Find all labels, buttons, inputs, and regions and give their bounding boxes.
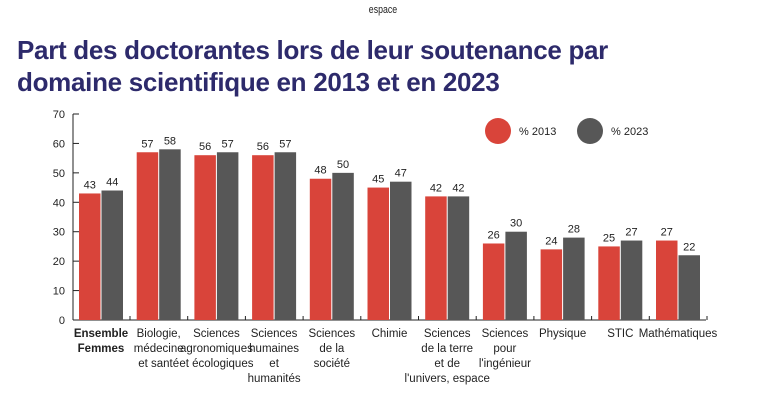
data-label: 27 — [625, 227, 637, 239]
legend-swatch — [577, 118, 603, 144]
bar-2023 — [390, 181, 412, 320]
data-label: 27 — [661, 227, 673, 239]
category-label: Physique — [539, 328, 586, 340]
bar-2013 — [656, 240, 678, 320]
data-label: 28 — [568, 224, 580, 236]
data-label: 58 — [164, 135, 176, 147]
bar-2023 — [332, 172, 354, 320]
data-label: 25 — [603, 232, 615, 244]
data-label: 43 — [84, 179, 96, 191]
bar-2023 — [216, 152, 239, 320]
y-tick-label: 70 — [53, 109, 65, 121]
top-note: espace — [368, 4, 398, 16]
bar-2023 — [274, 152, 297, 320]
category-label: STIC — [607, 328, 633, 340]
data-label: 30 — [510, 218, 522, 230]
data-label: 42 — [452, 182, 464, 194]
bar-2013 — [540, 249, 563, 320]
category-label: Sciences agronomiques et écologiques — [179, 328, 253, 370]
y-tick-label: 20 — [53, 256, 65, 268]
bar-2013 — [79, 193, 101, 320]
bar-2023 — [678, 255, 700, 320]
data-label: 26 — [488, 229, 500, 241]
data-label: 57 — [222, 138, 234, 150]
bar-2013 — [482, 243, 505, 320]
bar-2023 — [563, 237, 585, 320]
data-label: 24 — [545, 235, 557, 247]
category-label: Sciences de la société — [308, 328, 355, 370]
bar-2023 — [620, 240, 643, 320]
bar-2023 — [159, 149, 181, 320]
bar-2023 — [505, 231, 527, 320]
legend-swatch — [485, 118, 511, 144]
category-label: Sciences humaines et humanités — [248, 328, 301, 385]
bar-2013 — [252, 155, 274, 320]
y-tick-label: 60 — [53, 138, 65, 150]
data-label: 45 — [372, 174, 384, 186]
category-label: Biologie, médecine et santé — [134, 328, 184, 370]
y-tick-label: 50 — [53, 168, 65, 180]
data-label: 22 — [683, 241, 695, 253]
category-label: Chimie — [372, 328, 408, 340]
y-tick-label: 0 — [59, 315, 65, 327]
category-label: Ensemble Femmes — [74, 328, 128, 355]
y-tick-label: 30 — [53, 227, 65, 239]
bar-2023 — [447, 196, 470, 320]
legend-label: % 2013 — [519, 126, 556, 138]
category-label: Sciences pour l'ingénieur — [479, 328, 531, 370]
category-label: Mathématiques — [639, 328, 718, 340]
bar-2013 — [598, 246, 620, 320]
bar-2013 — [309, 178, 332, 320]
data-label: 57 — [279, 138, 291, 150]
data-label: 56 — [199, 141, 211, 153]
bar-2013 — [136, 152, 159, 320]
legend-label: % 2023 — [611, 126, 648, 138]
data-label: 50 — [337, 159, 349, 171]
bar-2013 — [194, 155, 216, 320]
data-label: 44 — [106, 177, 118, 189]
data-label: 56 — [257, 141, 269, 153]
category-label: Sciences de la terre et de l'univers, espac… — [405, 328, 490, 385]
bar-2023 — [101, 190, 123, 320]
bar-2013 — [425, 196, 447, 320]
data-label: 57 — [141, 138, 153, 150]
chart-title: Part des doctorantes lors de leur souten… — [17, 35, 609, 97]
data-label: 42 — [430, 182, 442, 194]
data-label: 48 — [314, 165, 326, 177]
bar-2013 — [367, 187, 389, 320]
y-tick-label: 40 — [53, 197, 65, 209]
data-label: 47 — [395, 168, 407, 180]
y-tick-label: 10 — [53, 286, 65, 298]
